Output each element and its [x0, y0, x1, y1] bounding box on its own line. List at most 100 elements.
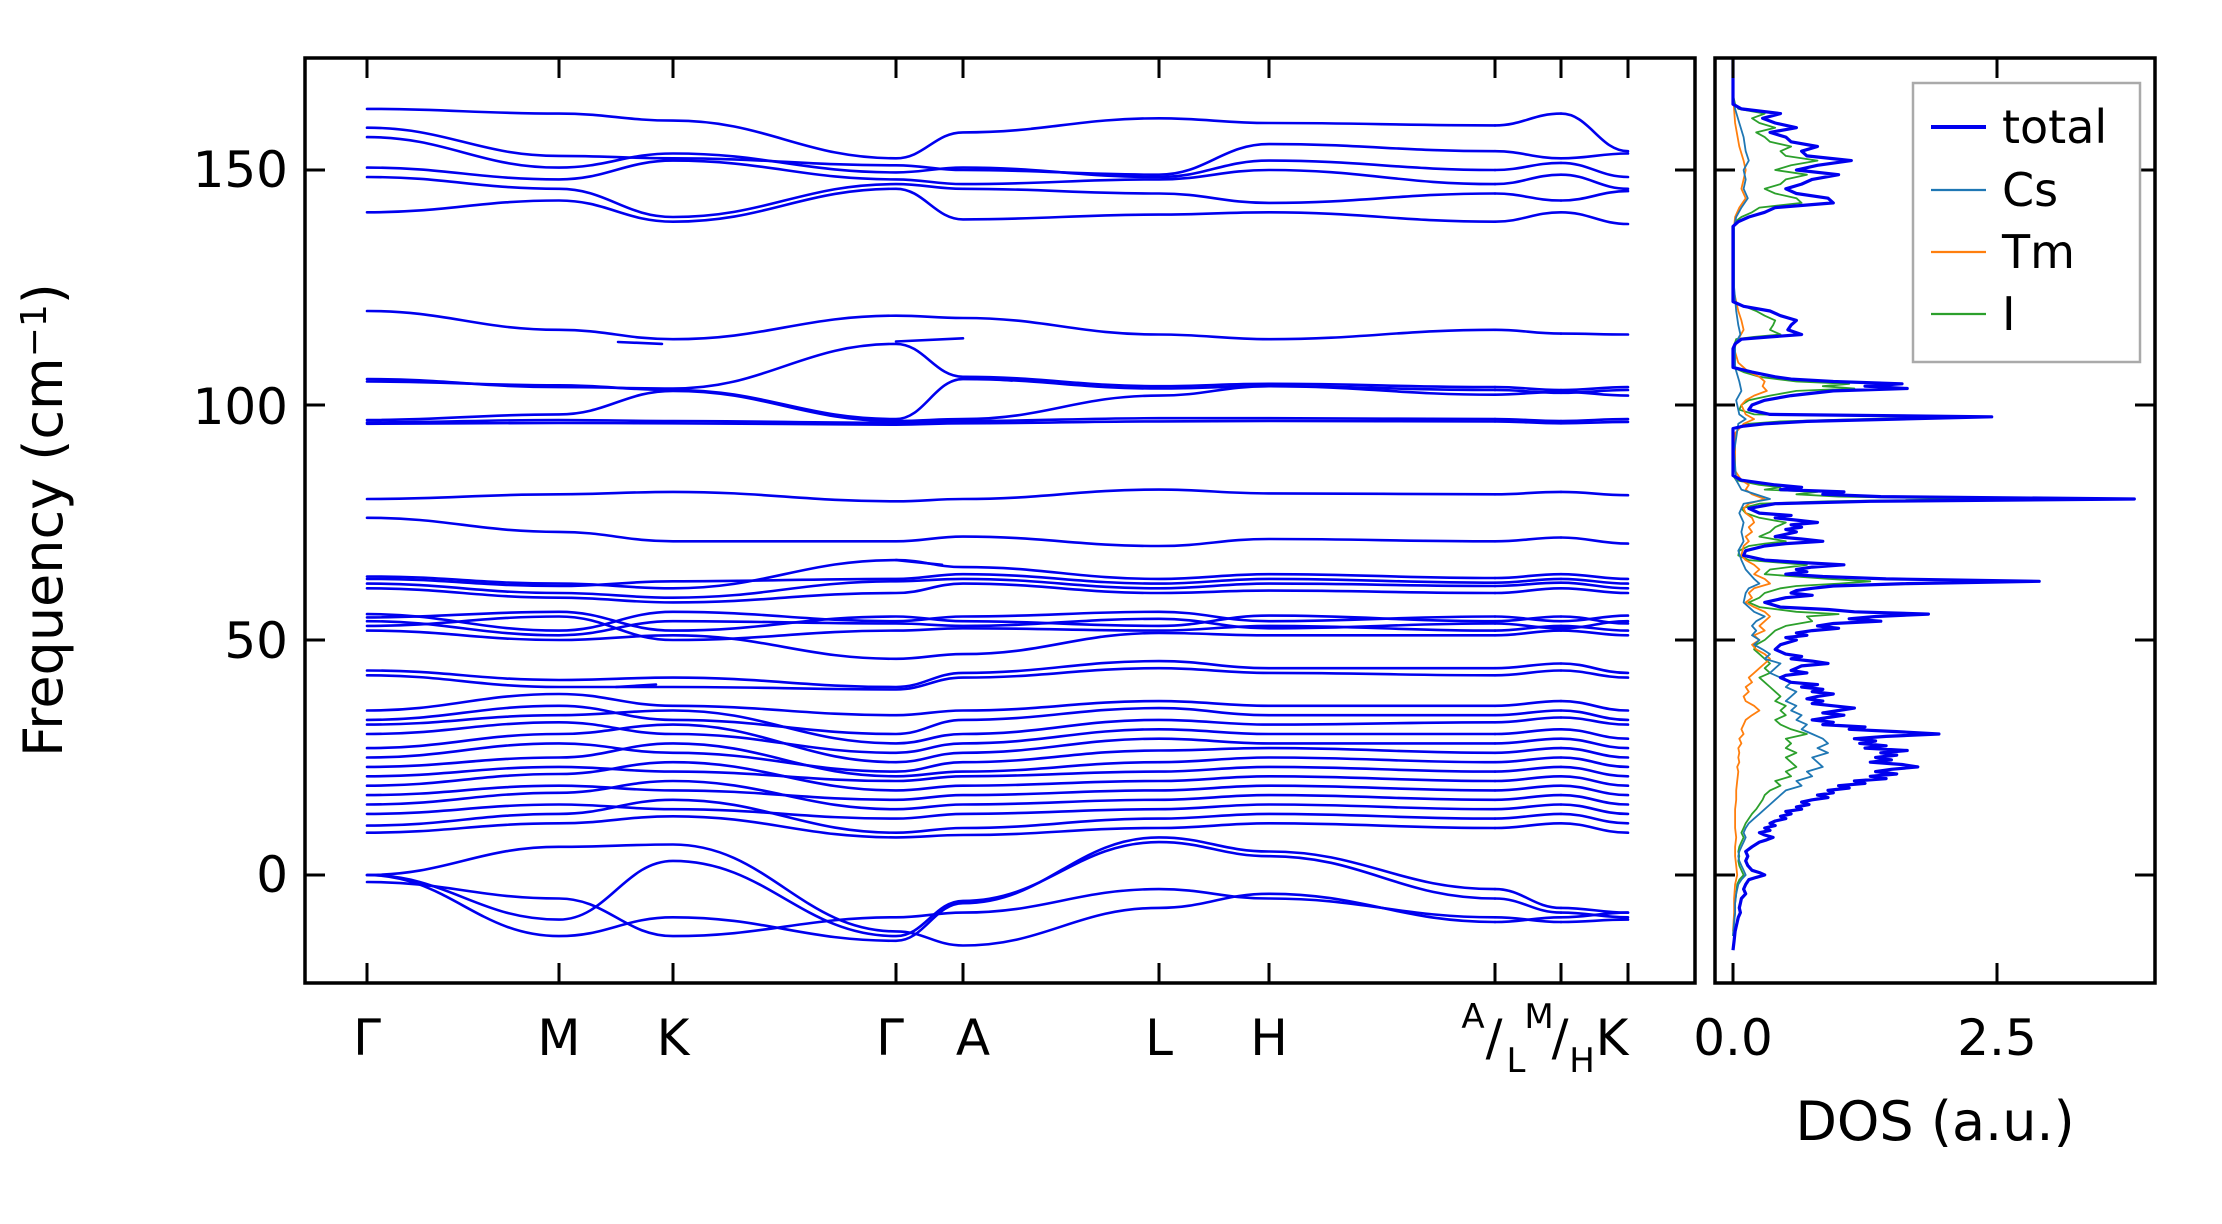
dos-curve-cs [1732, 94, 1829, 937]
band-line [365, 709, 1497, 745]
band-line [1493, 775, 1563, 783]
band-line [1559, 536, 1630, 545]
band-line [1493, 622, 1563, 630]
band-line [1493, 417, 1563, 423]
band-line [1559, 669, 1630, 679]
band-line [1493, 581, 1563, 588]
band-line [1493, 615, 1563, 623]
band-line [365, 765, 1497, 783]
band-line [365, 742, 1497, 773]
dos-tick-2p5: 2.5 [1957, 1009, 2037, 1067]
x-tick-m-over-h: M / H [1524, 997, 1594, 1081]
svg-text:/: / [1552, 1009, 1569, 1067]
legend-label-total: total [2002, 100, 2107, 154]
svg-text:M: M [1524, 997, 1553, 1037]
band-line [1559, 490, 1630, 497]
dos-curve-total [1731, 58, 2136, 951]
band-line [365, 610, 1497, 632]
band-line [1493, 916, 1563, 924]
x-tick-m: M [537, 1009, 580, 1067]
band-line [1493, 765, 1563, 773]
band-line [1493, 699, 1563, 708]
band-line [1493, 669, 1563, 677]
band-line [1559, 614, 1630, 623]
band-line [365, 760, 1497, 792]
band-line [1493, 709, 1563, 717]
band-line [1559, 746, 1630, 759]
band-line [365, 692, 1497, 717]
band-line [365, 779, 1497, 811]
y-tick-100: 100 [193, 378, 288, 436]
band-line [365, 187, 1497, 224]
band-line [1493, 192, 1563, 202]
band-line [1559, 112, 1630, 153]
band-line [1559, 385, 1630, 392]
band-line [1493, 149, 1563, 160]
band-line [1493, 784, 1563, 792]
band-line [1559, 173, 1630, 191]
band-line [365, 742, 1497, 778]
band-line [365, 843, 1497, 947]
band-line [1559, 587, 1630, 595]
band-line [1559, 581, 1630, 590]
axis-ticks [305, 58, 2155, 983]
band-line [365, 572, 1497, 588]
x-tick-gamma2: Γ [876, 1009, 904, 1067]
band-line [894, 558, 944, 567]
band-line [365, 582, 1497, 604]
band-line [365, 384, 1497, 423]
band-line [1559, 577, 1630, 585]
band-line [1493, 662, 1563, 670]
band-line [616, 340, 664, 346]
band-line [365, 720, 1497, 755]
band-line [365, 629, 1497, 661]
band-line [1559, 161, 1630, 179]
dos-axis-label: DOS (a.u.) [1795, 1090, 2074, 1153]
band-line [1559, 716, 1630, 726]
x-tick-h: H [1250, 1009, 1288, 1067]
band-line [1493, 803, 1563, 811]
legend-label-tm: Tm [2001, 225, 2075, 279]
band-line [365, 814, 1497, 839]
band-line [1493, 746, 1563, 755]
band-line [1493, 328, 1563, 335]
band-line [1493, 716, 1563, 724]
band-line [365, 840, 1497, 938]
band-line [894, 337, 965, 343]
band-line [1493, 737, 1563, 745]
band-line [1559, 822, 1630, 834]
band-line [961, 375, 1014, 382]
svg-text:A: A [1461, 997, 1484, 1037]
band-line [1559, 629, 1630, 637]
band-line [365, 135, 1497, 179]
band-line [365, 659, 1497, 689]
band-line [1493, 629, 1563, 637]
svg-text:H: H [1569, 1041, 1595, 1081]
band-line [1559, 390, 1630, 397]
legend-label-i: I [2002, 287, 2016, 341]
x-tick-k-end: K [1596, 1009, 1630, 1067]
band-line [365, 803, 1497, 820]
svg-text:/: / [1486, 1009, 1503, 1067]
x-tick-a: A [956, 1009, 990, 1067]
band-line [1493, 793, 1563, 802]
dos-curves [1731, 58, 2136, 951]
x-tick-gamma1: Γ [353, 1009, 381, 1067]
band-line [1493, 390, 1563, 396]
x-tick-l: L [1145, 1009, 1173, 1067]
band-line [365, 723, 1497, 764]
band-line [1493, 577, 1563, 584]
band-line [1559, 420, 1630, 425]
band-line [1559, 812, 1630, 825]
band-line [1493, 572, 1563, 580]
band-line [1559, 709, 1630, 722]
band-line [1493, 385, 1563, 392]
band-line [1559, 775, 1630, 787]
band-panel-border [303, 56, 1697, 985]
band-line [365, 159, 1497, 186]
band-line [365, 880, 1497, 938]
svg-text:L: L [1507, 1041, 1526, 1081]
band-line [1559, 793, 1630, 806]
